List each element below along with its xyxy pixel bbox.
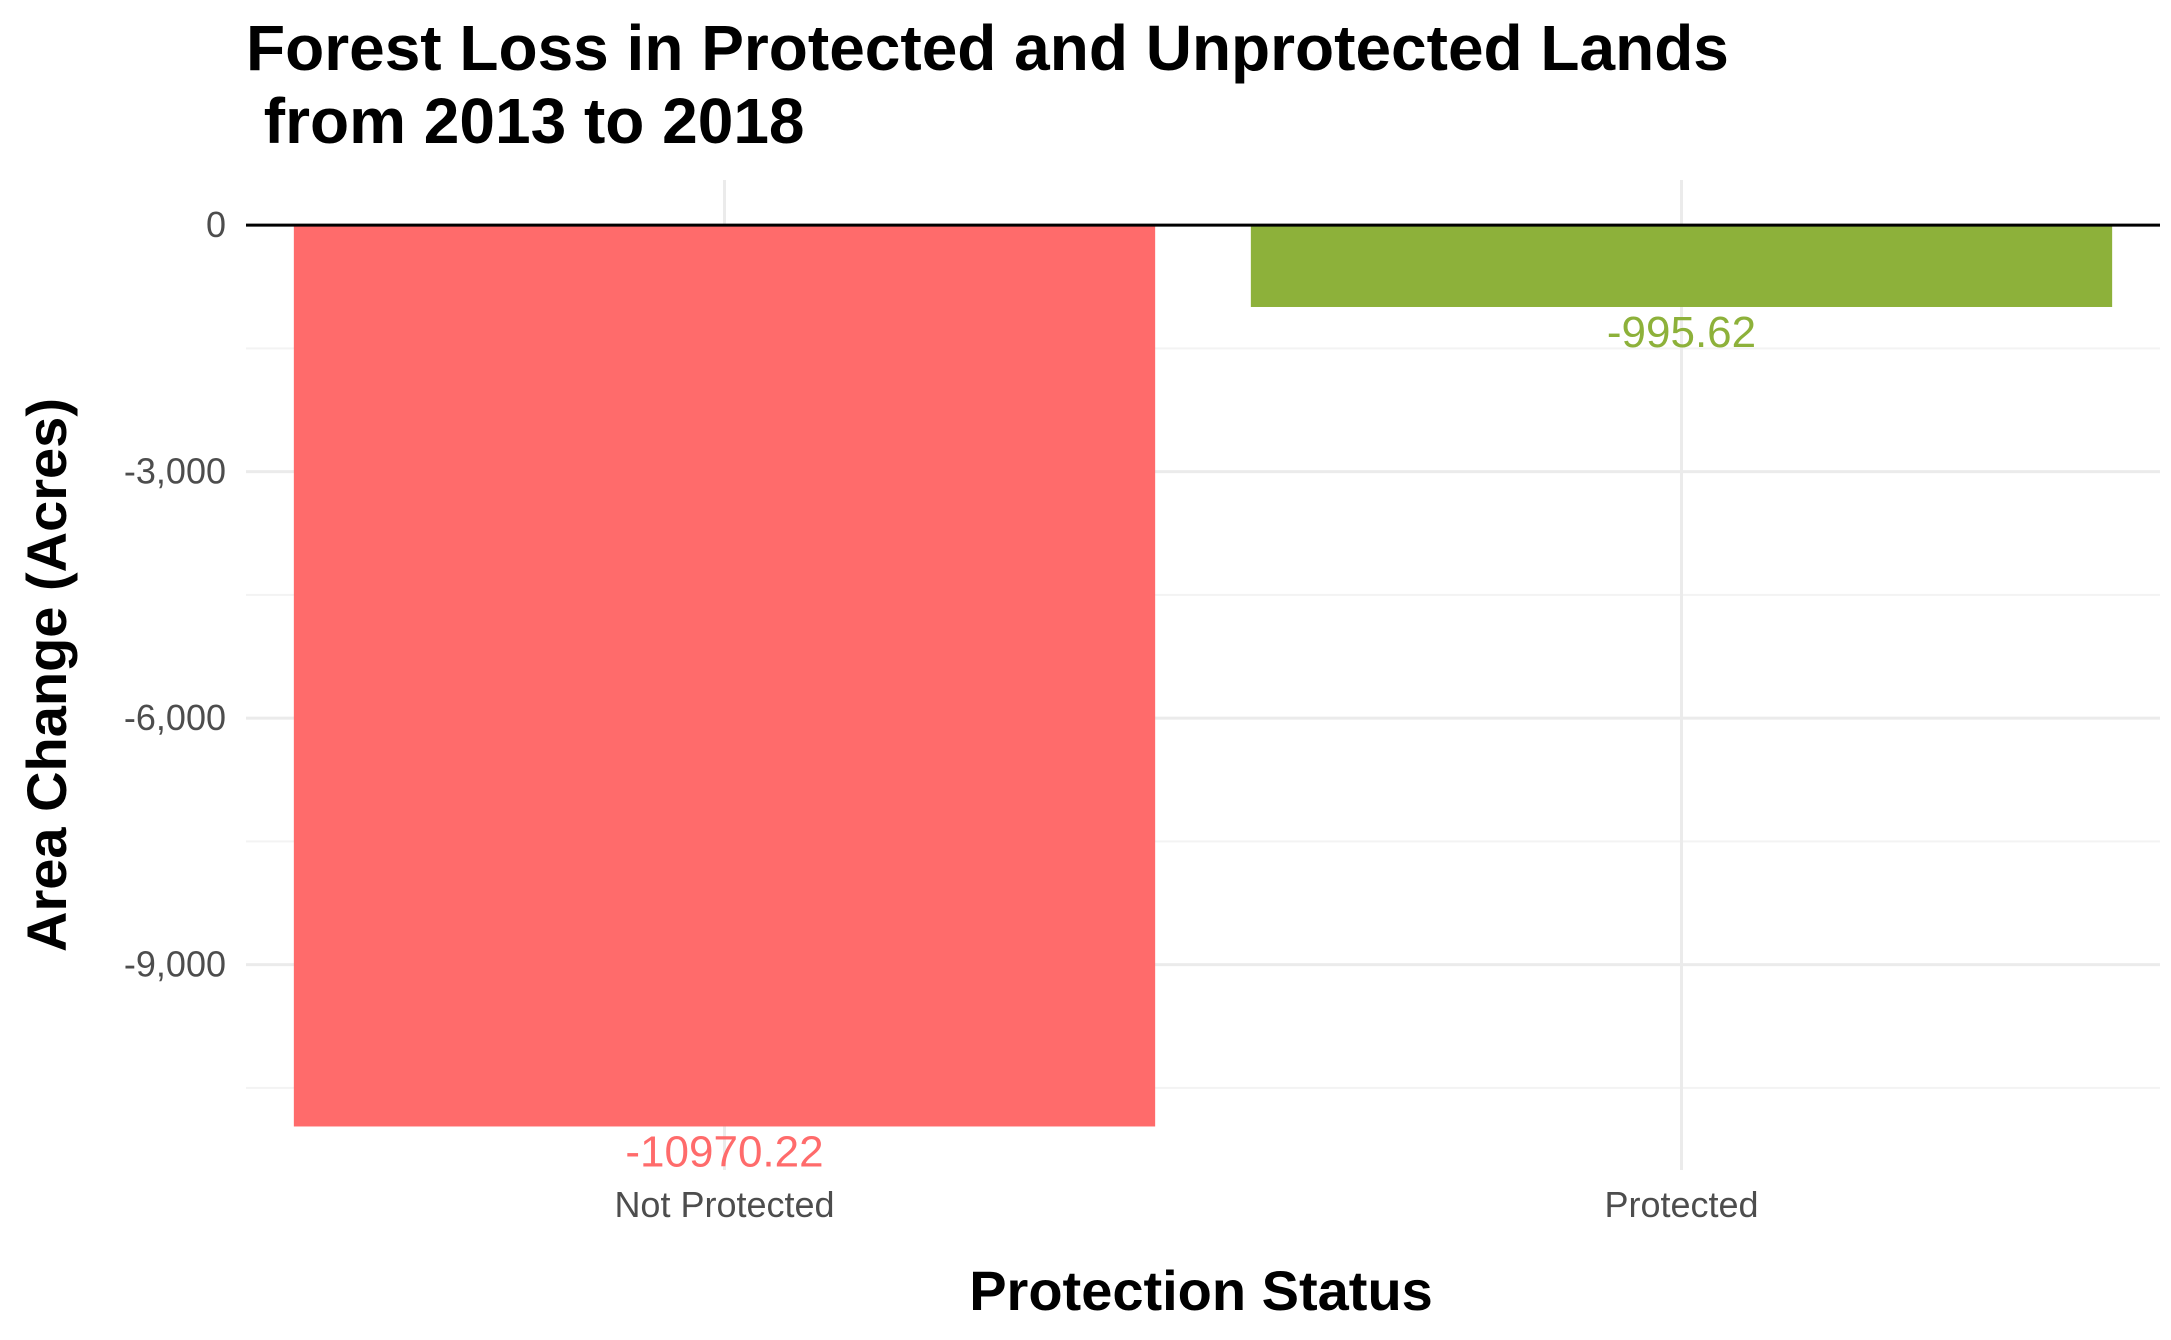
y-tick-label: -9,000 xyxy=(124,944,226,985)
data-label: -995.62 xyxy=(1607,308,1756,357)
chart-title-line-2: from 2013 to 2018 xyxy=(246,85,805,157)
y-axis-title: Area Change (Acres) xyxy=(15,398,78,952)
chart-title-line-1: Forest Loss in Protected and Unprotected… xyxy=(246,12,1729,84)
x-tick-label: Protected xyxy=(1604,1184,1758,1225)
data-label: -10970.22 xyxy=(625,1127,823,1176)
chart-title: Forest Loss in Protected and Unprotected… xyxy=(246,12,1729,157)
y-tick-label: -6,000 xyxy=(124,697,226,738)
x-axis-title: Protection Status xyxy=(969,1259,1433,1322)
bar-protected xyxy=(1250,225,2113,307)
y-tick-label: -3,000 xyxy=(124,451,226,492)
plot-area: 0 -3,000 -6,000 -9,000 -10970.22 -995.62 Not P… xyxy=(124,180,2160,1225)
bar-not-protected xyxy=(293,225,1156,1127)
x-tick-label: Not Protected xyxy=(614,1184,834,1225)
y-tick-label: 0 xyxy=(206,204,226,245)
